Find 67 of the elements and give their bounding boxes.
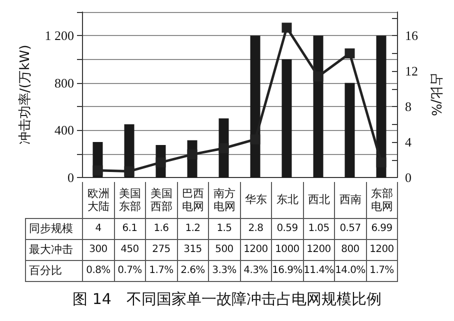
data-label: 3.3% xyxy=(208,260,240,281)
text: 6.99 xyxy=(366,218,398,239)
data-label: 1200 xyxy=(366,239,398,260)
text: 同步规模 xyxy=(26,218,82,239)
x-tick-label: 西北 xyxy=(303,182,334,218)
point xyxy=(313,71,324,82)
y2-tick-label: 16 xyxy=(405,28,418,44)
data-label: 315 xyxy=(177,239,208,260)
y2-tick-label: 12 xyxy=(405,64,418,79)
y2-tick-label: 4 xyxy=(405,134,412,150)
y-axis-title: 冲击功率/(万kW) xyxy=(17,44,33,145)
point xyxy=(250,134,260,144)
y-tick-label: 400 xyxy=(54,122,74,138)
data-label: 1200 xyxy=(240,239,272,260)
y2-tick-label: 8 xyxy=(405,99,412,114)
y2-axis-title: 占比/% xyxy=(428,73,443,116)
data-label: 0.7% xyxy=(114,260,146,281)
point xyxy=(156,157,166,168)
point xyxy=(376,157,386,168)
y-tick-label: 1 200 xyxy=(44,28,74,44)
data-label: 1200 xyxy=(303,239,334,260)
data-label: 11.4% xyxy=(303,260,334,281)
text: 1.5 xyxy=(208,218,240,239)
data-label: 4.3% xyxy=(240,260,272,281)
x-tick-label: 西南 xyxy=(334,182,366,218)
text: 2.8 xyxy=(240,218,272,239)
point xyxy=(282,22,292,33)
text: 最大冲击 xyxy=(26,239,82,260)
x-tick-label: 东北 xyxy=(272,182,303,218)
text: 0.57 xyxy=(334,218,366,239)
x-tick-label: 巴西电网 xyxy=(177,182,208,218)
bar xyxy=(282,59,292,178)
data-label: 1.7% xyxy=(366,260,398,281)
data-label: 500 xyxy=(208,239,240,260)
y-tick-label: 800 xyxy=(54,75,74,90)
data-label: 2.6% xyxy=(177,260,208,281)
text: 百分比 xyxy=(26,260,82,281)
x-tick-label: 欧洲大陆 xyxy=(82,182,114,218)
data-label: 300 xyxy=(82,239,114,260)
point xyxy=(344,48,355,58)
text: 图 14 不同国家单一故障冲击占电网规模比例 xyxy=(72,290,382,309)
text: 1.2 xyxy=(177,218,208,239)
data-label: 0.8% xyxy=(82,260,114,281)
data-label: 275 xyxy=(146,239,177,260)
text: 6.1 xyxy=(114,218,146,239)
data-label: 14.0% xyxy=(334,260,366,281)
text: 1.05 xyxy=(303,218,334,239)
point xyxy=(124,166,134,176)
text: 1.6 xyxy=(146,218,177,239)
data-label: 1.7% xyxy=(146,260,177,281)
point xyxy=(187,149,198,160)
x-tick-label: 东部电网 xyxy=(366,182,398,218)
x-tick-label: 美国东部 xyxy=(114,182,146,218)
text: 0.59 xyxy=(272,218,303,239)
y2-tick-label: 0 xyxy=(405,170,412,185)
point xyxy=(92,165,103,176)
x-tick-label: 华东 xyxy=(240,182,272,218)
point xyxy=(218,143,229,154)
text: 4 xyxy=(82,218,114,239)
bar xyxy=(344,82,355,178)
y-tick-label: 0 xyxy=(68,170,74,185)
x-tick-label: 南方电网 xyxy=(208,182,240,218)
data-label: 800 xyxy=(334,239,366,260)
data-label: 1000 xyxy=(272,239,303,260)
data-label: 450 xyxy=(114,239,146,260)
data-label: 16.9% xyxy=(272,260,303,281)
x-tick-label: 美国西部 xyxy=(146,182,177,218)
